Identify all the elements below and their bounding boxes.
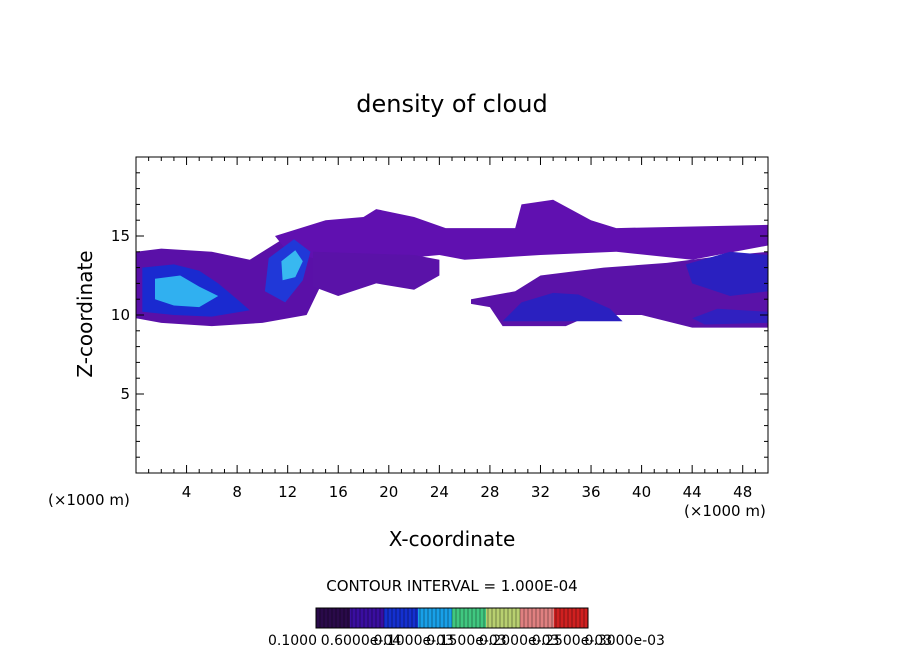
colorbar-label: 0.3000e-03 <box>584 633 664 649</box>
colorbar-label: 0.1500e-03 <box>426 633 506 649</box>
x-tick-label: 32 <box>531 483 550 501</box>
cloud-region-upper-band <box>275 199 768 260</box>
colorbar-swatch <box>486 608 521 628</box>
colorbar-swatch <box>520 608 555 628</box>
x-tick-label: 40 <box>632 483 651 501</box>
chart-title: density of cloud <box>356 90 547 118</box>
colorbar-label: 0.1000e-03 <box>373 633 453 649</box>
x-tick-label: 24 <box>430 483 449 501</box>
cloud-region-arch-cloud <box>502 292 623 322</box>
cloud-regions <box>136 199 768 328</box>
colorbar-swatch <box>554 608 589 628</box>
cloud-region-right-core <box>685 251 768 296</box>
cloud-region-middle-band <box>313 251 440 296</box>
cloud-region-left-bright <box>155 275 219 308</box>
x-tick-label: 28 <box>480 483 499 501</box>
x-tick-label: 12 <box>278 483 297 501</box>
colorbar-swatch <box>452 608 487 628</box>
y-tick-label: 15 <box>111 227 130 245</box>
colorbar-frame <box>315 607 589 629</box>
colorbar <box>315 607 589 629</box>
x-tick-label: 48 <box>733 483 752 501</box>
colorbar-swatch <box>316 608 351 628</box>
x-tick-label: 36 <box>581 483 600 501</box>
x-unit-right: (×1000 m) <box>684 502 766 520</box>
x-tick-label: 44 <box>683 483 702 501</box>
x-unit-left: (×1000 m) <box>48 491 130 509</box>
colorbar-label: 0.2000e-03 <box>479 633 559 649</box>
x-tick-label: 16 <box>329 483 348 501</box>
colorbar-swatch <box>384 608 419 628</box>
y-axis-label: Z-coordinate <box>73 250 97 377</box>
x-axis-ticks: 4 8 12 16 20 24 28 32 36 40 44 48 <box>148 157 756 501</box>
colorbar-swatch <box>418 608 453 628</box>
x-tick-label: 20 <box>379 483 398 501</box>
y-tick-label: 10 <box>111 306 130 324</box>
x-tick-label: 4 <box>182 483 192 501</box>
colorbar-swatch <box>350 608 385 628</box>
x-tick-label: 8 <box>232 483 242 501</box>
colorbar-label: 0.2500e-03 <box>532 633 612 649</box>
x-axis-label: X-coordinate <box>389 527 516 551</box>
colorbar-label: 0.1000 <box>268 633 317 649</box>
contour-interval: CONTOUR INTERVAL = 1.000E-04 <box>326 577 577 595</box>
cloud-region-second-bright <box>281 250 303 281</box>
colorbar-label: 0.6000e-04 <box>321 633 402 649</box>
colorbar-labels: 0.1000 0.6000e-040.1000e-030.1500e-030.20… <box>268 633 665 649</box>
y-axis-ticks: 5 10 15 <box>111 172 768 458</box>
y-tick-label: 5 <box>120 385 130 403</box>
cloud-region-right-lower-core <box>692 308 768 325</box>
